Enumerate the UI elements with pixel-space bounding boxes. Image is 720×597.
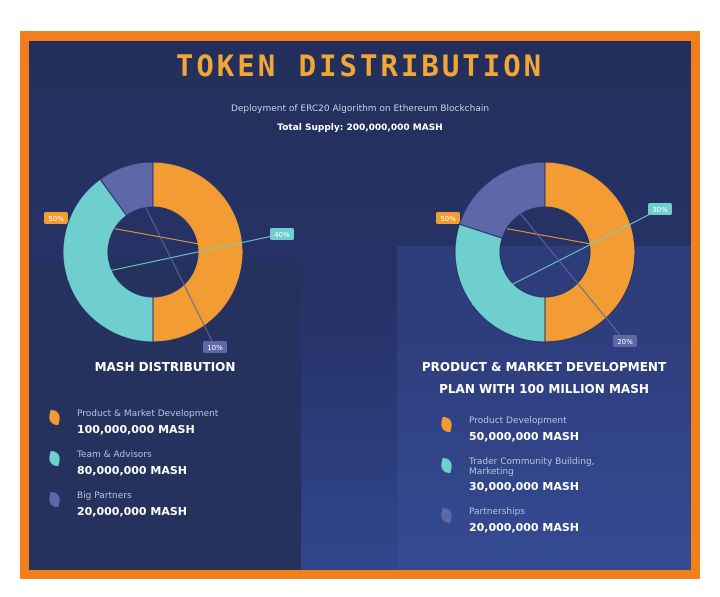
orange-leaf-icon (439, 417, 454, 432)
donut-charts: 50% 40% 10% 50% 30% 20% (44, 161, 672, 353)
legend-value: 50,000,000 MASH (469, 430, 580, 443)
donut-slice (544, 161, 636, 343)
teal-leaf-icon (439, 458, 454, 473)
teal-leaf-icon (47, 451, 62, 466)
percent-badge (44, 212, 68, 224)
percent-label: 50% (48, 215, 64, 223)
legend-label: Big Partners (77, 491, 132, 501)
infographic-panel: TOKEN DISTRIBUTION Deployment of ERC20 A… (29, 41, 691, 570)
right-legend: Product Development 50,000,000 MASH Trad… (439, 416, 681, 548)
orange-leaf-icon (47, 410, 62, 425)
legend-item: Product & Market Development 100,000,000… (47, 409, 289, 450)
page-title: TOKEN DISTRIBUTION (175, 49, 545, 83)
label-leader-line (124, 166, 216, 348)
legend-item: Product Development 50,000,000 MASH (439, 416, 681, 457)
right-section-title: PRODUCT & MARKET DEVELOPMENT PLAN WITH 1… (397, 356, 691, 400)
purple-leaf-icon (47, 492, 62, 507)
percent-label: 50% (440, 215, 456, 223)
page-subtitle: Deployment of ERC20 Algorithm on Ethereu… (230, 104, 490, 114)
legend-value: 100,000,000 MASH (77, 423, 195, 436)
percent-label: 30% (652, 206, 668, 214)
legend-label: Partnerships (469, 507, 526, 517)
legend-label: Product & Market Development (77, 409, 219, 419)
legend-label: Product Development (469, 416, 567, 426)
label-leader-line (471, 208, 661, 306)
right-title-line2: PLAN WITH 100 MILLION MASH (439, 382, 649, 396)
percent-badge (203, 341, 227, 353)
donut-slice (454, 223, 546, 343)
legend-value: 20,000,000 MASH (77, 505, 188, 518)
donut-slice (458, 161, 546, 239)
legend-item: Team & Advisors 80,000,000 MASH (47, 450, 289, 491)
legend-value: 30,000,000 MASH (469, 480, 580, 493)
legend-label: Team & Advisors (77, 450, 152, 460)
percent-badge (436, 212, 460, 224)
total-supply: Total Supply: 200,000,000 MASH (277, 123, 443, 133)
right-title-line1: PRODUCT & MARKET DEVELOPMENT (421, 360, 667, 374)
percent-label: 10% (207, 344, 223, 352)
percent-label: 40% (274, 231, 290, 239)
purple-leaf-icon (439, 508, 454, 523)
left-section-title: MASH DISTRIBUTION (94, 360, 236, 374)
percent-label: 20% (617, 338, 633, 346)
legend-item: Trader Community Building, Marketing 30,… (439, 457, 681, 507)
percent-badge (648, 203, 672, 215)
donut-slice (62, 178, 154, 343)
percent-badge (270, 228, 294, 240)
left-legend: Product & Market Development 100,000,000… (47, 409, 289, 532)
donut-slice (99, 161, 154, 217)
label-leader-line (491, 178, 626, 342)
legend-value: 80,000,000 MASH (77, 464, 188, 477)
percent-badge (613, 335, 637, 347)
legend-label: Trader Community Building, Marketing (469, 457, 595, 477)
legend-item: Big Partners 20,000,000 MASH (47, 491, 289, 532)
legend-item: Partnerships 20,000,000 MASH (439, 507, 681, 548)
label-leader-line (67, 233, 283, 281)
legend-value: 20,000,000 MASH (469, 521, 580, 534)
